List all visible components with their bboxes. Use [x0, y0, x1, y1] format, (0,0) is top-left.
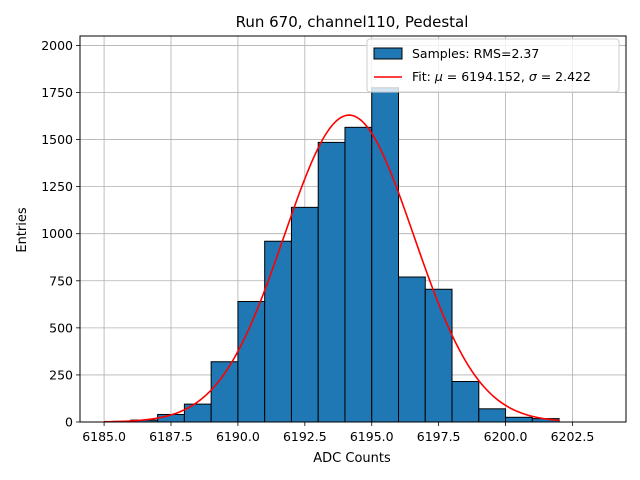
y-tick-label: 1500 [41, 132, 73, 147]
x-axis-ticks: 6185.0 6187.5 6190.0 6192.5 6195.0 6197.5 6200… [82, 422, 594, 444]
legend-box [366, 38, 620, 93]
legend-fit-mu-symbol: μ [434, 69, 443, 84]
histogram-bar [371, 87, 399, 423]
legend-fit-label: Fit: μ = 6194.152, σ = 2.422 [412, 69, 591, 84]
chart-title: Run 670, channel110, Pedestal [236, 13, 469, 31]
histogram-bar [210, 361, 239, 423]
histogram-bar [505, 416, 533, 423]
y-tick-label: 2000 [41, 38, 73, 53]
y-tick-label: 0 [65, 415, 73, 430]
legend-fit-sigma-value: = 2.422 [537, 69, 591, 84]
y-tick-label: 750 [49, 273, 73, 288]
y-axis-ticks: 0 250 500 750 1000 1250 1500 1750 2000 [41, 38, 80, 430]
x-tick-label: 6197.5 [417, 429, 461, 444]
histogram-bar [344, 126, 373, 423]
legend: Samples: RMS=2.37 Fit: μ = 6194.152, σ =… [366, 38, 620, 93]
histogram-bar [451, 381, 480, 423]
histogram-bars [130, 87, 560, 423]
histogram-bar [264, 240, 292, 423]
x-tick-label: 6200.0 [484, 429, 528, 444]
x-tick-label: 6190.0 [216, 429, 260, 444]
x-tick-label: 6187.5 [149, 429, 193, 444]
histogram-bar [317, 141, 346, 423]
legend-fit-prefix: Fit: [412, 69, 435, 84]
y-tick-label: 250 [49, 367, 73, 382]
histogram-bar [398, 276, 426, 423]
fit-curve-layer [104, 114, 560, 423]
legend-samples-swatch [373, 47, 403, 60]
histogram-bar [183, 403, 212, 423]
x-tick-label: 6185.0 [82, 429, 126, 444]
fit-curve [104, 114, 560, 423]
x-tick-label: 6192.5 [283, 429, 327, 444]
legend-samples-label: Samples: RMS=2.37 [412, 46, 539, 61]
histogram-bar [290, 206, 319, 423]
x-tick-label: 6195.0 [350, 429, 394, 444]
y-tick-label: 1250 [41, 179, 73, 194]
x-tick-label: 6202.5 [551, 429, 595, 444]
histogram-bar [237, 300, 266, 423]
y-tick-label: 1000 [41, 226, 73, 241]
y-tick-label: 500 [49, 320, 73, 335]
y-tick-label: 1750 [41, 85, 73, 100]
x-axis-label: ADC Counts [313, 451, 391, 466]
histogram-bar [424, 288, 453, 423]
y-axis-label: Entries [15, 207, 30, 253]
plot-frame [79, 35, 627, 423]
legend-fit-sigma-symbol: σ [529, 69, 538, 84]
histogram-bar [478, 408, 507, 423]
legend-fit-mu-value: = 6194.152, [443, 69, 529, 84]
